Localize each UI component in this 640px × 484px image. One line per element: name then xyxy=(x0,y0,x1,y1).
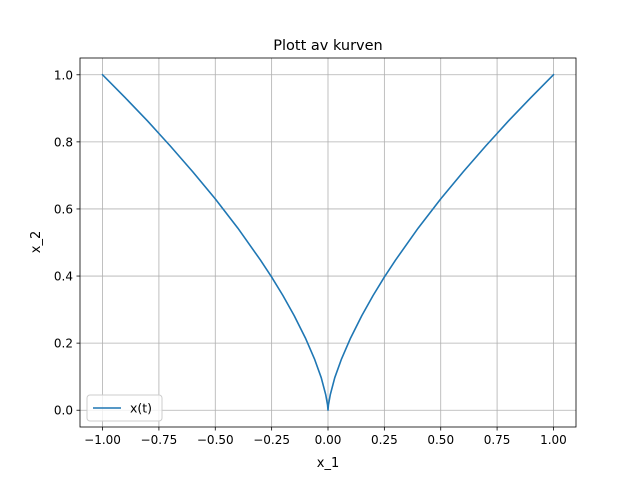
legend: x(t) xyxy=(86,394,163,422)
x-tick-label: 1.00 xyxy=(540,433,567,447)
series-line-x-t xyxy=(101,73,555,412)
x-tick-label: 0.75 xyxy=(484,433,511,447)
y-tick-label: 0.6 xyxy=(54,202,73,216)
series-layer xyxy=(101,73,555,412)
x-tick-label: 0.00 xyxy=(315,433,342,447)
x-tick-label: 0.50 xyxy=(427,433,454,447)
y-axis-label: x_2 xyxy=(29,231,44,253)
x-tick-label: 0.25 xyxy=(371,433,398,447)
x-tick-label: −0.50 xyxy=(197,433,234,447)
y-tick-label: 0.0 xyxy=(54,404,73,418)
x-tick-label: −1.00 xyxy=(84,433,121,447)
x-tick-label: −0.75 xyxy=(141,433,178,447)
y-tick-label: 0.4 xyxy=(54,270,73,284)
y-axis-ticks: 0.0 0.2 0.4 0.6 0.8 1.0 xyxy=(54,68,80,418)
y-tick-label: 1.0 xyxy=(54,68,73,82)
y-tick-label: 0.8 xyxy=(54,135,73,149)
legend-box xyxy=(86,394,163,422)
x-axis-ticks: −1.00 −0.75 −0.50 −0.25 0.00 0.25 0.50 0.75 1.00 xyxy=(84,427,567,447)
x-tick-label: −0.25 xyxy=(253,433,290,447)
x-gridlines xyxy=(102,58,554,427)
x-axis-label: x_1 xyxy=(317,456,339,471)
y-tick-label: 0.2 xyxy=(54,337,73,351)
legend-label: x(t) xyxy=(130,401,152,416)
chart-title: Plott av kurven xyxy=(273,38,383,54)
